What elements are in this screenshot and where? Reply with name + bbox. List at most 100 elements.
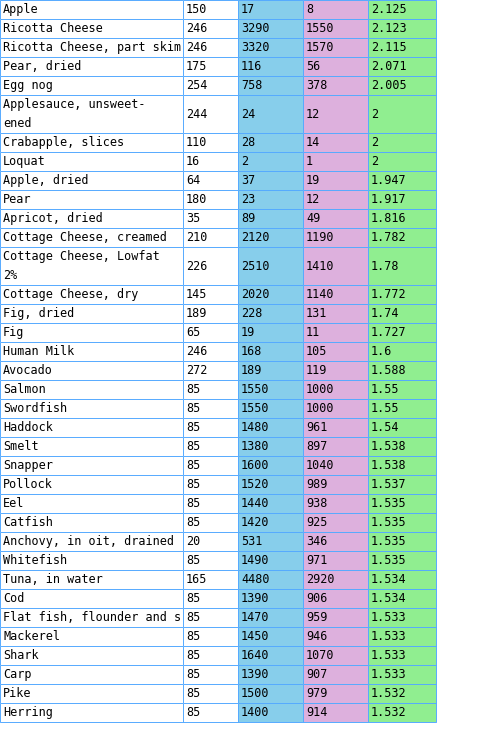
Bar: [303, 399, 368, 418]
Bar: [303, 418, 368, 437]
Bar: [303, 646, 368, 665]
Text: Apple, dried: Apple, dried: [3, 174, 89, 187]
Bar: [0, 209, 183, 228]
Bar: [368, 418, 436, 437]
Bar: [238, 38, 303, 57]
Text: 2.071: 2.071: [371, 60, 407, 73]
Text: 165: 165: [186, 573, 208, 586]
Bar: [183, 361, 238, 380]
Bar: [368, 627, 436, 646]
Bar: [183, 532, 238, 551]
Bar: [368, 342, 436, 361]
Text: 1390: 1390: [241, 592, 270, 605]
Bar: [368, 703, 436, 722]
Bar: [238, 589, 303, 608]
Bar: [238, 513, 303, 532]
Bar: [303, 323, 368, 342]
Bar: [238, 133, 303, 152]
Bar: [368, 494, 436, 513]
Text: 85: 85: [186, 421, 200, 434]
Bar: [303, 95, 368, 133]
Text: Apricot, dried: Apricot, dried: [3, 212, 103, 225]
Bar: [368, 285, 436, 304]
Bar: [303, 247, 368, 285]
Text: 64: 64: [186, 174, 200, 187]
Text: 1.532: 1.532: [371, 687, 407, 700]
Bar: [183, 437, 238, 456]
Bar: [238, 646, 303, 665]
Bar: [368, 285, 436, 304]
Bar: [368, 399, 436, 418]
Text: 1.533: 1.533: [371, 630, 407, 643]
Bar: [303, 0, 368, 19]
Bar: [238, 608, 303, 627]
Bar: [0, 665, 183, 684]
Text: 1490: 1490: [241, 554, 270, 567]
Bar: [183, 494, 238, 513]
Bar: [183, 665, 238, 684]
Bar: [238, 171, 303, 190]
Bar: [0, 304, 183, 323]
Text: 1.532: 1.532: [371, 706, 407, 719]
Bar: [0, 456, 183, 475]
Bar: [368, 665, 436, 684]
Bar: [0, 589, 183, 608]
Bar: [368, 646, 436, 665]
Bar: [368, 684, 436, 703]
Text: Cottage Cheese, Lowfat: Cottage Cheese, Lowfat: [3, 250, 160, 263]
Bar: [238, 380, 303, 399]
Bar: [303, 646, 368, 665]
Bar: [183, 38, 238, 57]
Bar: [0, 361, 183, 380]
Bar: [183, 95, 238, 133]
Text: 189: 189: [186, 307, 208, 320]
Bar: [238, 133, 303, 152]
Text: 65: 65: [186, 326, 200, 339]
Text: 85: 85: [186, 668, 200, 681]
Bar: [303, 608, 368, 627]
Bar: [303, 570, 368, 589]
Bar: [0, 570, 183, 589]
Bar: [238, 95, 303, 133]
Bar: [303, 171, 368, 190]
Text: Swordfish: Swordfish: [3, 402, 67, 415]
Text: Whitefish: Whitefish: [3, 554, 67, 567]
Bar: [238, 475, 303, 494]
Bar: [368, 380, 436, 399]
Text: 1.588: 1.588: [371, 364, 407, 377]
Bar: [368, 361, 436, 380]
Bar: [183, 304, 238, 323]
Bar: [238, 456, 303, 475]
Bar: [303, 589, 368, 608]
Bar: [303, 361, 368, 380]
Text: 1450: 1450: [241, 630, 270, 643]
Text: 1.535: 1.535: [371, 535, 407, 548]
Text: 244: 244: [186, 108, 208, 121]
Bar: [368, 0, 436, 19]
Bar: [183, 608, 238, 627]
Text: 1000: 1000: [306, 383, 334, 396]
Bar: [0, 342, 183, 361]
Bar: [238, 247, 303, 285]
Bar: [238, 361, 303, 380]
Bar: [0, 19, 183, 38]
Text: 2120: 2120: [241, 231, 270, 244]
Bar: [368, 190, 436, 209]
Bar: [303, 171, 368, 190]
Bar: [0, 228, 183, 247]
Bar: [303, 57, 368, 76]
Text: 56: 56: [306, 60, 320, 73]
Bar: [303, 152, 368, 171]
Bar: [238, 665, 303, 684]
Bar: [183, 323, 238, 342]
Bar: [303, 76, 368, 95]
Bar: [238, 76, 303, 95]
Text: 85: 85: [186, 516, 200, 529]
Bar: [368, 399, 436, 418]
Text: 1: 1: [306, 155, 313, 168]
Bar: [238, 684, 303, 703]
Text: 14: 14: [306, 136, 320, 149]
Bar: [0, 513, 183, 532]
Bar: [368, 608, 436, 627]
Bar: [0, 646, 183, 665]
